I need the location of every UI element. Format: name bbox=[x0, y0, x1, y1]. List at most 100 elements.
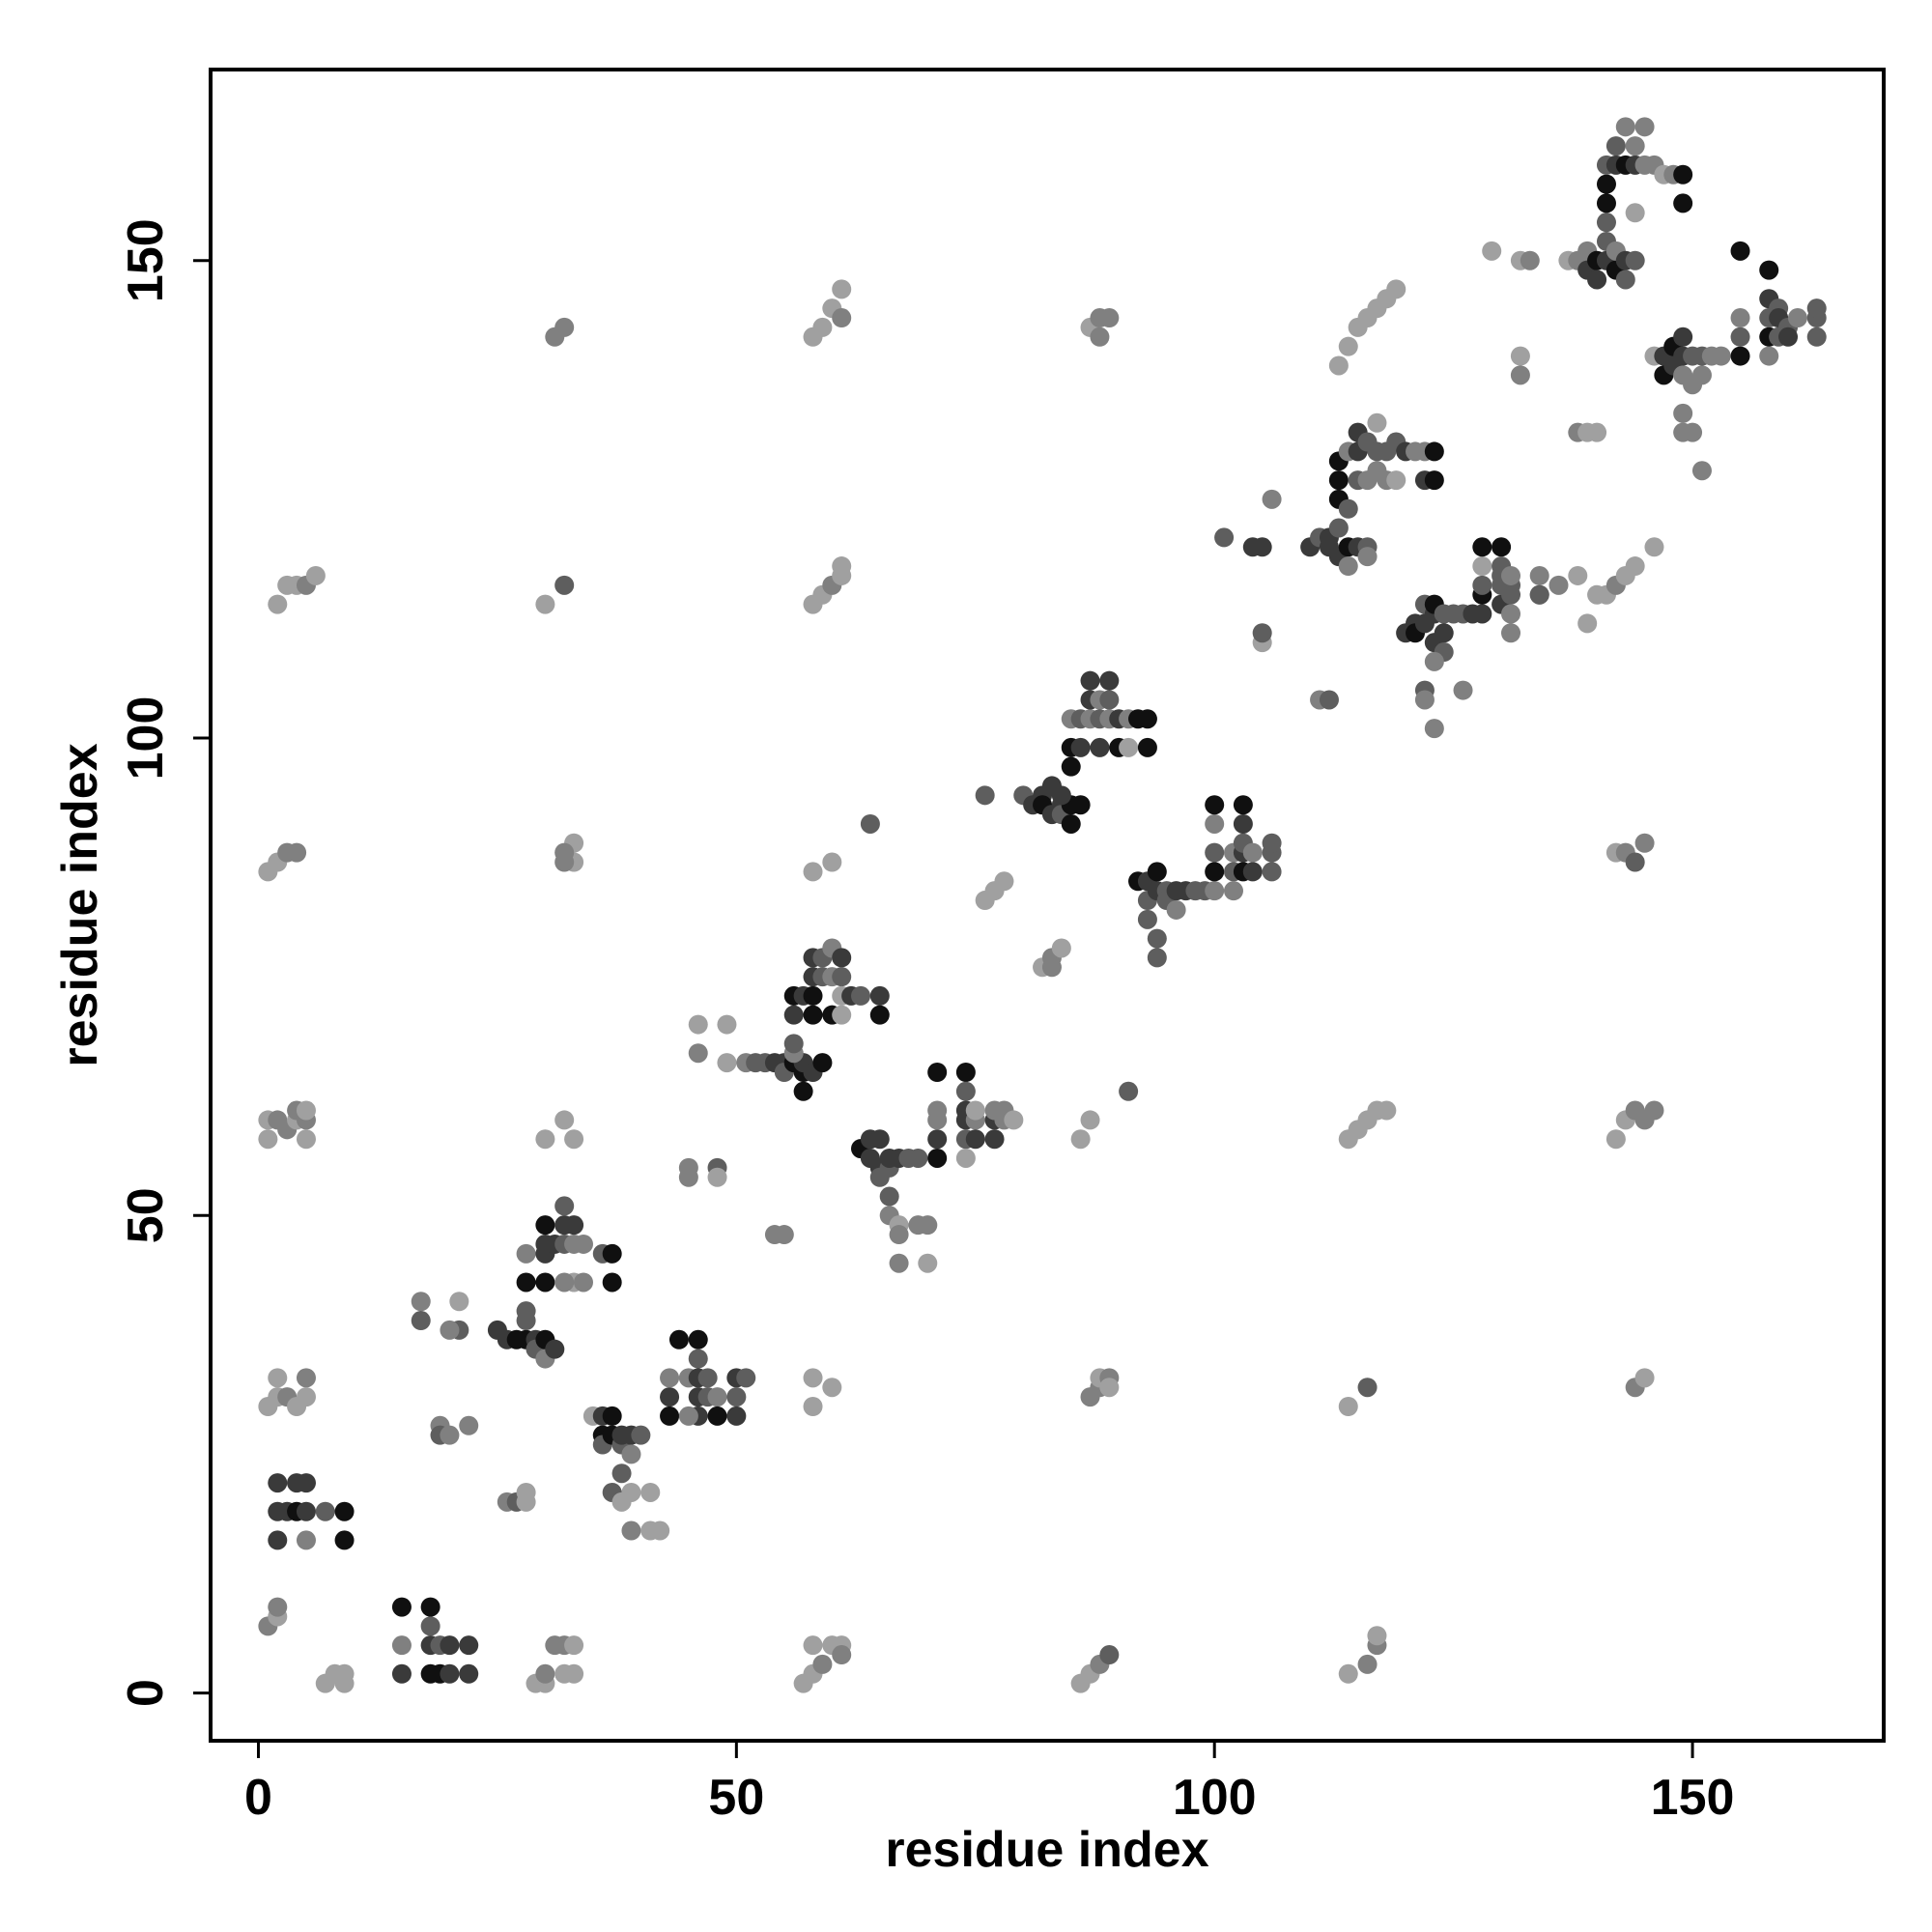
contact-point bbox=[1501, 604, 1521, 624]
contact-point bbox=[449, 1292, 469, 1312]
contact-point bbox=[535, 1663, 555, 1684]
contact-point bbox=[1319, 690, 1339, 710]
contact-point bbox=[1357, 1378, 1378, 1398]
contact-point bbox=[1568, 565, 1588, 585]
contact-point bbox=[965, 1100, 985, 1121]
x-axis: 0 50 100 150 bbox=[244, 1741, 1734, 1826]
contact-point bbox=[459, 1635, 479, 1656]
x-tick-label: 100 bbox=[1173, 1770, 1257, 1826]
contact-point bbox=[1099, 1645, 1120, 1665]
contact-point bbox=[1061, 756, 1081, 777]
contact-point bbox=[668, 1329, 689, 1350]
contact-point bbox=[554, 317, 575, 337]
contact-point bbox=[1472, 575, 1492, 595]
contact-point bbox=[1099, 670, 1120, 691]
contact-point bbox=[1205, 795, 1225, 815]
contact-point bbox=[707, 1406, 727, 1426]
contact-point bbox=[832, 308, 852, 328]
contact-point bbox=[1205, 862, 1225, 882]
contact-point bbox=[1214, 527, 1235, 548]
contact-point bbox=[717, 1053, 737, 1073]
contact-point bbox=[1233, 795, 1253, 815]
contact-point bbox=[1338, 1397, 1358, 1416]
contact-point bbox=[927, 1148, 948, 1168]
contact-point bbox=[1596, 213, 1616, 233]
contact-point bbox=[315, 1501, 335, 1521]
contact-point bbox=[564, 1129, 584, 1150]
contact-point bbox=[832, 967, 852, 987]
contact-point bbox=[621, 1482, 641, 1502]
contact-point bbox=[1424, 441, 1444, 462]
contact-point bbox=[1634, 1368, 1655, 1388]
contact-point bbox=[268, 594, 288, 614]
contact-point bbox=[1357, 547, 1378, 567]
contact-point bbox=[459, 1663, 479, 1684]
contact-point bbox=[1252, 537, 1272, 557]
contact-point bbox=[1472, 556, 1492, 577]
contact-point bbox=[411, 1292, 431, 1312]
contact-point bbox=[812, 317, 833, 337]
contact-point bbox=[869, 1005, 890, 1025]
contact-point bbox=[832, 1645, 852, 1665]
contact-point bbox=[793, 1081, 813, 1101]
contact-point bbox=[984, 1129, 1005, 1150]
contact-point bbox=[1357, 1654, 1378, 1674]
contact-point bbox=[420, 1616, 440, 1636]
contact-point bbox=[851, 985, 871, 1006]
x-tick-label: 150 bbox=[1651, 1770, 1735, 1826]
contact-point bbox=[1615, 117, 1635, 137]
contact-point bbox=[1147, 862, 1167, 882]
contact-point bbox=[535, 1215, 555, 1236]
contact-point bbox=[822, 852, 842, 872]
contact-point bbox=[1492, 537, 1512, 557]
contact-point bbox=[1529, 565, 1549, 585]
contact-point bbox=[889, 1253, 909, 1273]
contact-point bbox=[1644, 537, 1664, 557]
contact-point bbox=[611, 1463, 632, 1484]
contact-point bbox=[783, 1034, 804, 1054]
contact-point bbox=[1070, 1129, 1091, 1150]
contact-point bbox=[1205, 813, 1225, 834]
contact-point bbox=[1205, 842, 1225, 863]
contact-point bbox=[1090, 737, 1110, 757]
contact-point bbox=[1730, 241, 1750, 261]
contact-point bbox=[660, 1368, 680, 1388]
contact-point bbox=[564, 1635, 584, 1656]
contact-point bbox=[440, 1635, 460, 1656]
contact-point bbox=[803, 1005, 823, 1025]
contact-point bbox=[1510, 365, 1530, 385]
contact-point bbox=[803, 862, 823, 882]
contact-point bbox=[1472, 537, 1492, 557]
contact-point bbox=[573, 1272, 593, 1293]
contact-point bbox=[411, 1311, 431, 1331]
contact-point bbox=[1605, 136, 1626, 156]
contact-point bbox=[1137, 737, 1157, 757]
plot-frame bbox=[209, 68, 1886, 1743]
contact-point bbox=[803, 1635, 823, 1656]
contact-point bbox=[564, 1215, 584, 1236]
contact-point bbox=[1262, 862, 1282, 882]
contact-point bbox=[869, 1129, 890, 1150]
contact-point bbox=[1242, 842, 1263, 863]
contact-point bbox=[1367, 1626, 1387, 1646]
contact-point bbox=[1166, 899, 1186, 920]
contact-point bbox=[640, 1482, 661, 1502]
contact-point bbox=[1548, 575, 1569, 595]
contact-point bbox=[535, 594, 555, 614]
contact-point bbox=[688, 1043, 708, 1064]
contact-point bbox=[1501, 565, 1521, 585]
contact-point bbox=[1625, 203, 1645, 223]
contact-point bbox=[1730, 327, 1750, 347]
contact-point bbox=[535, 1272, 555, 1293]
contact-point bbox=[688, 1349, 708, 1369]
contact-point bbox=[1367, 412, 1387, 433]
contact-point bbox=[334, 1673, 355, 1693]
contact-point bbox=[1625, 556, 1645, 577]
contact-point bbox=[621, 1444, 641, 1464]
contact-point bbox=[535, 1129, 555, 1150]
contact-point bbox=[440, 1425, 460, 1445]
contact-point bbox=[1806, 327, 1827, 347]
x-tick-label: 0 bbox=[244, 1770, 272, 1826]
contact-point bbox=[602, 1243, 622, 1264]
